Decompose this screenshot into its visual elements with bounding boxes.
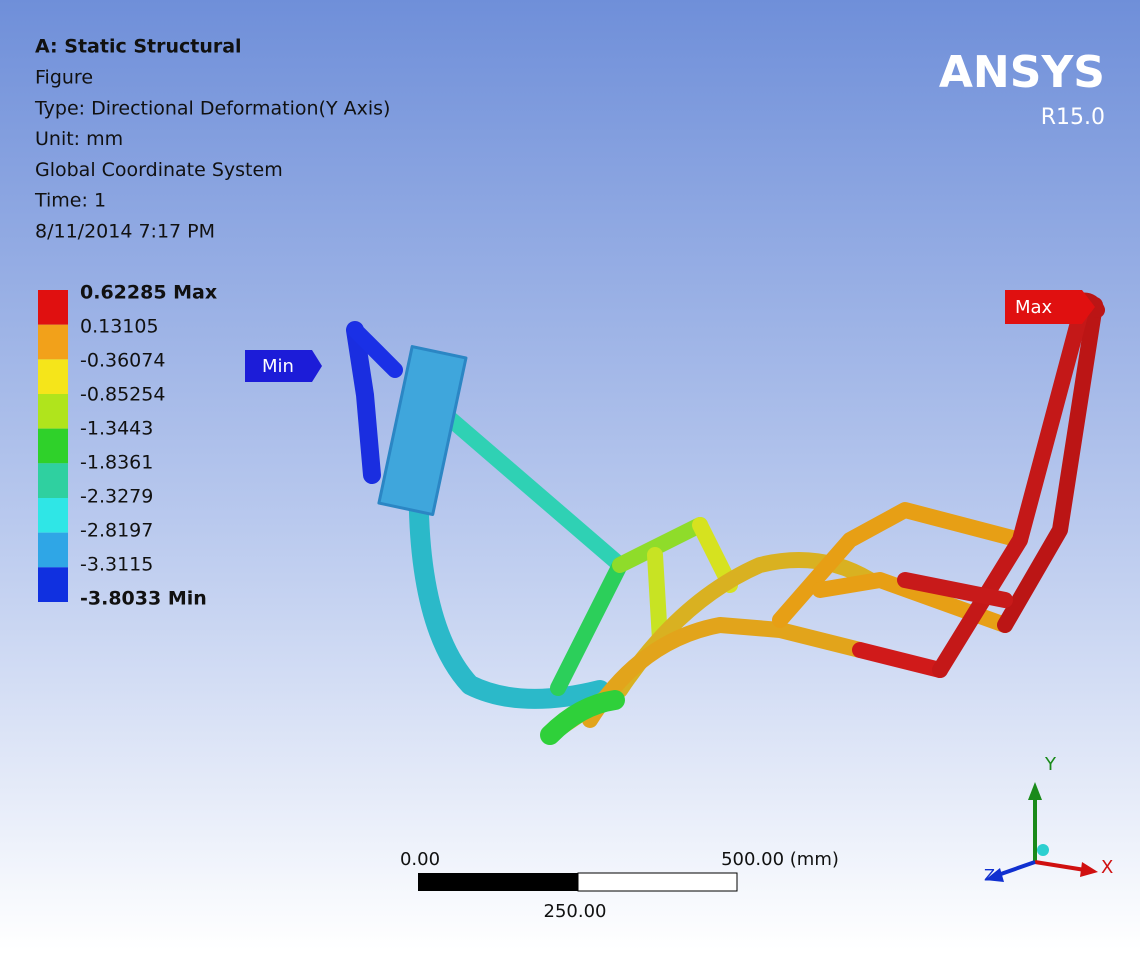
legend-label: -2.8197 [80,520,153,542]
legend-label: -0.85254 [80,384,165,406]
legend-swatch [38,463,68,498]
header-line: 8/11/2014 7:17 PM [35,221,215,243]
header-title: A: Static Structural [35,36,242,58]
legend-label: 0.13105 [80,316,159,338]
header-line: Global Coordinate System [35,159,283,181]
logo: ANSYS [939,47,1105,98]
page: {"header": {"title": "A: Static Structur… [0,0,1140,950]
min-label: Min [262,356,294,377]
legend-swatch [38,290,68,325]
legend-label: -1.8361 [80,452,153,474]
legend-swatch [38,567,68,602]
logo-version: R15.0 [1041,105,1105,130]
legend-label: -3.8033 Min [80,588,207,610]
header-line: Figure [35,67,93,89]
scale-end: 500.00 (mm) [721,849,839,870]
background [0,0,1140,950]
triad-z: Z [984,866,995,885]
header-line: Time: 1 [34,190,106,212]
triad-x: X [1101,857,1113,878]
legend-label: -3.3115 [80,554,153,576]
scale-bar-dark [418,873,578,891]
legend-label: -2.3279 [80,486,153,508]
scale-middle: 250.00 [544,901,607,922]
header-line: Unit: mm [35,128,123,150]
triad-y: Y [1044,754,1057,775]
legend-swatch [38,498,68,533]
legend-label: -0.36074 [80,350,165,372]
legend-swatch [38,429,68,464]
scale-bar-light [578,873,737,891]
max-label: Max [1015,297,1053,318]
legend-swatch [38,359,68,394]
legend-swatch [38,394,68,429]
legend-swatch [38,533,68,568]
scale-start: 0.00 [400,849,440,870]
header-line: Type: Directional Deformation(Y Axis) [34,97,390,119]
legend-swatch [38,325,68,360]
viewport: A: Static Structural Figure Type: Directi… [0,0,1140,950]
legend-label: -1.3443 [80,418,153,440]
legend-label: 0.62285 Max [80,282,217,304]
